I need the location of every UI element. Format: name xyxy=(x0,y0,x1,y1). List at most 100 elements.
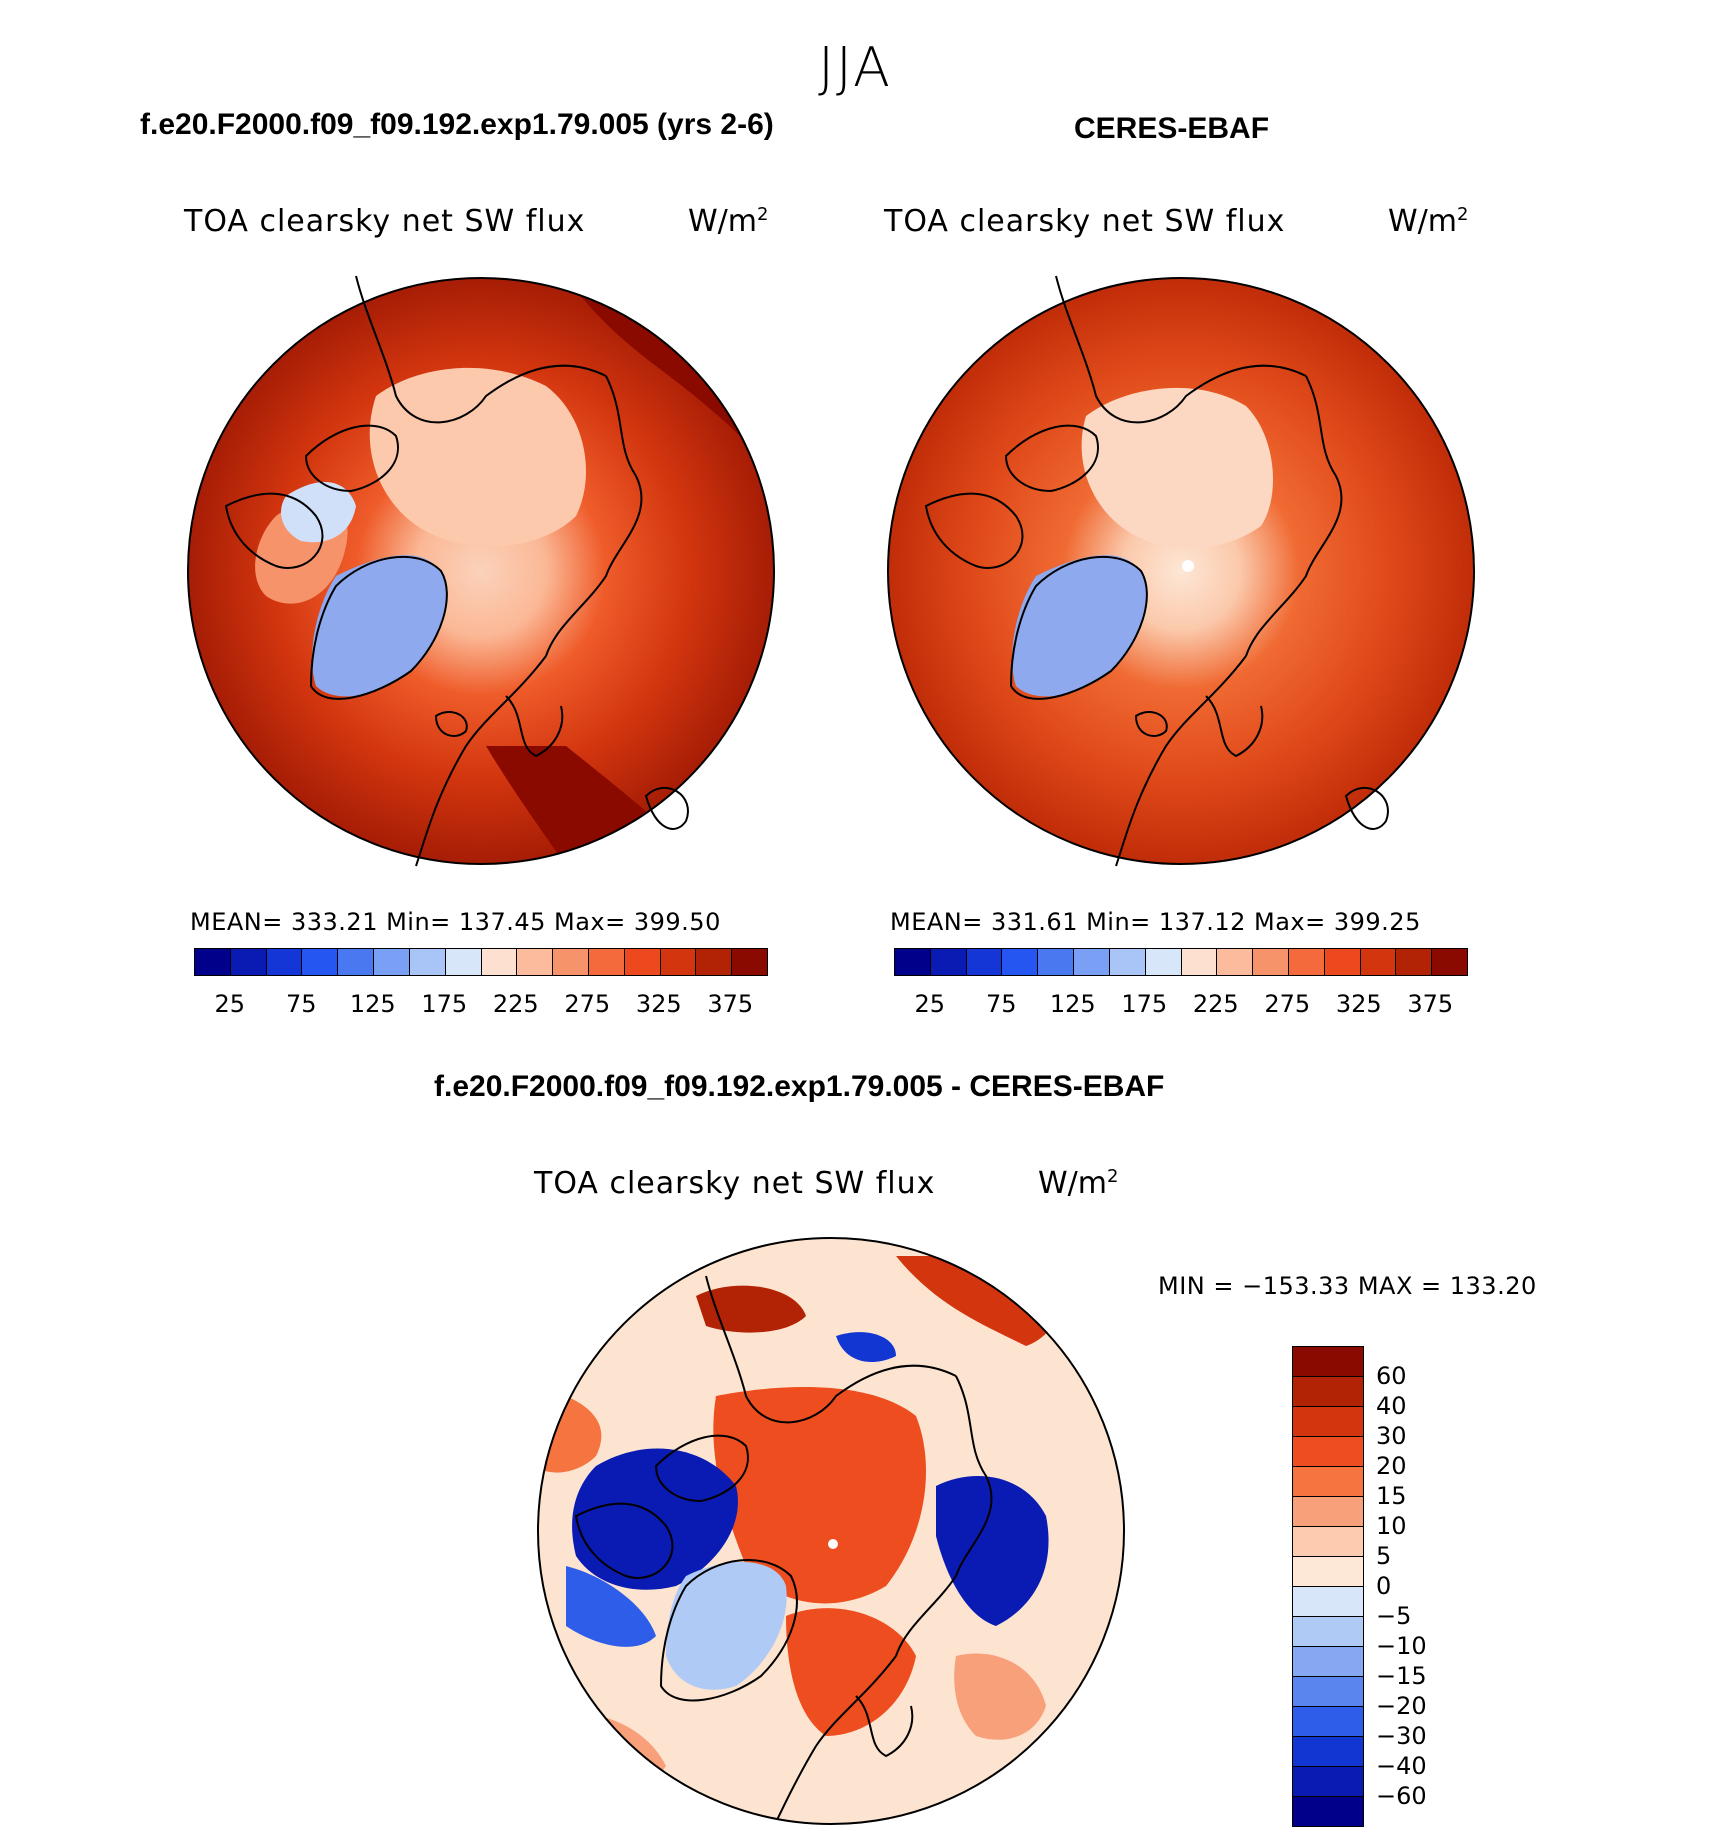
colorbar-tick-label: 0 xyxy=(1376,1572,1392,1600)
colorbar-segment xyxy=(338,949,375,975)
obs-units: W/m2 xyxy=(1388,204,1469,239)
colorbar-segment xyxy=(302,949,339,975)
colorbar-segment xyxy=(1293,1377,1363,1407)
obs-stats: MEAN= 331.61 Min= 137.12 Max= 399.25 xyxy=(890,908,1421,936)
colorbar-tick-label: 125 xyxy=(349,990,396,1018)
colorbar-tick-label: 20 xyxy=(1376,1452,1407,1480)
model-coastlines xyxy=(224,275,689,867)
colorbar-segment xyxy=(624,949,661,975)
colorbar-segment xyxy=(230,949,267,975)
colorbar-tick-label: 375 xyxy=(1407,990,1454,1018)
model-variable-label: TOA clearsky net SW flux xyxy=(184,204,586,239)
model-colorbar-ticks: 25 75 125 175 225 275 325 375 xyxy=(194,990,766,1020)
model-arctic-ocean xyxy=(369,367,586,547)
colorbar-tick-label: −40 xyxy=(1376,1752,1427,1780)
colorbar-tick-label: 75 xyxy=(285,990,317,1018)
colorbar-segment xyxy=(1324,949,1361,975)
colorbar-tick-label: 60 xyxy=(1376,1362,1407,1390)
colorbar-tick-label: 325 xyxy=(1335,990,1382,1018)
colorbar-segment xyxy=(1002,949,1039,975)
obs-map-boundary xyxy=(887,277,1475,865)
diff-units: W/m2 xyxy=(1038,1166,1119,1201)
colorbar-tick-label: 15 xyxy=(1376,1482,1407,1510)
colorbar-segment xyxy=(1293,1617,1363,1647)
diff-colorbar-labels: 60 40 30 20 15 10 5 0 −5 −10 −15 −20 −30 −40 −60 xyxy=(1376,1346,1456,1826)
obs-title: CERES-EBAF xyxy=(1074,112,1270,145)
colorbar-segment xyxy=(374,949,410,975)
colorbar-segment xyxy=(517,949,554,975)
season-title: JJA xyxy=(818,36,892,99)
colorbar-segment xyxy=(1293,1707,1363,1737)
colorbar-segment xyxy=(195,949,231,975)
colorbar-segment xyxy=(1181,949,1218,975)
obs-polar-map xyxy=(887,275,1475,867)
colorbar-tick-label: 25 xyxy=(214,990,246,1018)
colorbar-segment xyxy=(588,949,625,975)
model-colorbar xyxy=(194,948,768,976)
colorbar-segment xyxy=(1293,1467,1363,1497)
colorbar-tick-label: 125 xyxy=(1049,990,1096,1018)
colorbar-segment xyxy=(895,949,931,975)
colorbar-segment xyxy=(1293,1527,1363,1557)
colorbar-segment xyxy=(1293,1587,1363,1617)
colorbar-segment xyxy=(1432,949,1467,975)
colorbar-segment xyxy=(1293,1767,1363,1797)
colorbar-tick-label: 30 xyxy=(1376,1422,1407,1450)
colorbar-tick-label: 275 xyxy=(564,990,611,1018)
colorbar-segment xyxy=(1396,949,1433,975)
colorbar-segment xyxy=(266,949,303,975)
colorbar-segment xyxy=(409,949,446,975)
diff-negative-region xyxy=(936,1476,1049,1626)
colorbar-segment xyxy=(1293,1647,1363,1677)
colorbar-segment xyxy=(732,949,767,975)
colorbar-segment xyxy=(1253,949,1289,975)
colorbar-tick-label: −30 xyxy=(1376,1722,1427,1750)
colorbar-tick-label: 375 xyxy=(707,990,754,1018)
obs-variable-label: TOA clearsky net SW flux xyxy=(884,204,1286,239)
colorbar-tick-label: −10 xyxy=(1376,1632,1427,1660)
colorbar-segment xyxy=(1074,949,1110,975)
colorbar-segment xyxy=(930,949,967,975)
diff-polar-map xyxy=(537,1237,1125,1825)
obs-arctic-ocean xyxy=(1081,387,1273,549)
colorbar-segment xyxy=(1293,1497,1363,1527)
colorbar-segment xyxy=(660,949,697,975)
model-case-title: f.e20.F2000.f09_f09.192.exp1.79.005 (yrs… xyxy=(140,108,774,141)
colorbar-segment xyxy=(696,949,733,975)
colorbar-segment xyxy=(1293,1737,1363,1767)
diff-negative-region xyxy=(572,1448,738,1590)
diff-map-boundary xyxy=(537,1237,1125,1825)
colorbar-tick-label: 5 xyxy=(1376,1542,1392,1570)
colorbar-tick-label: −20 xyxy=(1376,1692,1427,1720)
colorbar-segment xyxy=(1145,949,1182,975)
colorbar-segment xyxy=(445,949,482,975)
model-polar-map xyxy=(187,275,775,867)
colorbar-tick-label: 75 xyxy=(985,990,1017,1018)
colorbar-tick-label: 275 xyxy=(1264,990,1311,1018)
model-greenland-icesheet xyxy=(312,555,447,697)
obs-coastlines xyxy=(924,275,1389,867)
diff-greenland xyxy=(666,1562,787,1690)
obs-colorbar xyxy=(894,948,1468,976)
diff-stats: MIN = −153.33 MAX = 133.20 xyxy=(1158,1272,1537,1300)
colorbar-segment xyxy=(1038,949,1075,975)
colorbar-segment xyxy=(1293,1347,1363,1377)
diff-title: f.e20.F2000.f09_f09.192.exp1.79.005 - CE… xyxy=(434,1070,1165,1103)
colorbar-tick-label: 175 xyxy=(421,990,468,1018)
colorbar-tick-label: 40 xyxy=(1376,1392,1407,1420)
colorbar-tick-label: 225 xyxy=(492,990,539,1018)
colorbar-segment xyxy=(1293,1677,1363,1707)
colorbar-tick-label: −5 xyxy=(1376,1602,1412,1630)
diff-colorbar xyxy=(1292,1346,1364,1827)
obs-colorbar-ticks: 25 75 125 175 225 275 325 375 xyxy=(894,990,1466,1020)
colorbar-tick-label: 325 xyxy=(635,990,682,1018)
colorbar-segment xyxy=(553,949,589,975)
colorbar-tick-label: 225 xyxy=(1192,990,1239,1018)
colorbar-tick-label: −60 xyxy=(1376,1782,1427,1810)
colorbar-segment xyxy=(1293,1437,1363,1467)
colorbar-segment xyxy=(1360,949,1397,975)
colorbar-segment xyxy=(481,949,518,975)
colorbar-tick-label: 10 xyxy=(1376,1512,1407,1540)
colorbar-segment xyxy=(1288,949,1325,975)
colorbar-segment xyxy=(1293,1797,1363,1826)
